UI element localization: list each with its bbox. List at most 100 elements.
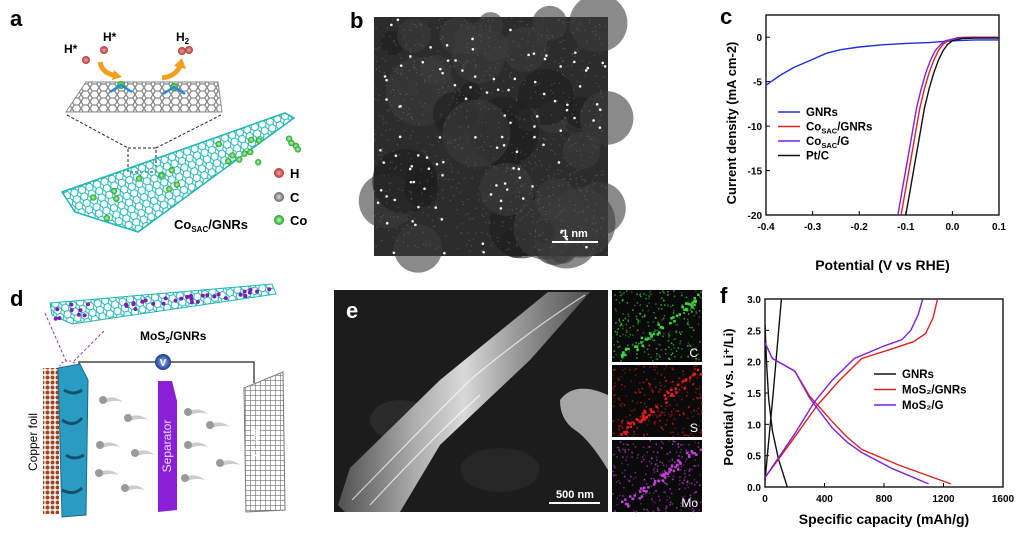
eds-fiber-signal (642, 486, 646, 490)
eds-signal (690, 307, 692, 309)
stem-noise (531, 221, 534, 223)
stem-noise (469, 218, 471, 220)
eds-signal (692, 383, 695, 385)
lithium-ion-icon (184, 408, 192, 416)
eds-signal (669, 381, 672, 384)
stem-noise (585, 187, 587, 189)
eds-signal (632, 421, 635, 423)
single-atom-dot (446, 59, 450, 62)
stem-noise (489, 184, 492, 186)
stem-noise (403, 35, 405, 37)
stem-noise (572, 53, 574, 55)
eds-signal (612, 420, 614, 422)
eds-fiber-signal (631, 497, 635, 501)
eds-signal (664, 376, 666, 379)
stem-noise (429, 244, 431, 246)
stem-noise (572, 20, 574, 22)
eds-signal (624, 317, 627, 320)
single-atom-dot (394, 154, 398, 157)
stem-noise (508, 242, 511, 244)
ion-tail (188, 409, 208, 416)
stem-noise (431, 220, 433, 222)
single-atom-dot (416, 154, 420, 157)
eds-map-label-c: C (689, 346, 698, 360)
eds-signal (647, 309, 650, 312)
eds-signal (622, 313, 624, 315)
stem-noise (517, 188, 519, 190)
eds-signal (657, 495, 660, 498)
cobalt-atom (247, 136, 255, 143)
scale-bar-label: 500 nm (556, 489, 594, 501)
eds-signal (671, 352, 674, 354)
stem-noise (530, 233, 532, 235)
stem-noise (569, 163, 571, 165)
eds-signal (690, 411, 693, 413)
stem-texture (358, 0, 634, 273)
stem-noise (586, 234, 588, 236)
eds-signal (627, 320, 630, 322)
stem-noise (416, 142, 419, 144)
stem-noise (534, 91, 537, 93)
eds-signal (617, 446, 620, 449)
cobalt-atoms (90, 135, 302, 222)
stem-noise (519, 118, 521, 120)
eds-signal (619, 324, 621, 327)
stem-noise (591, 180, 593, 183)
stem-noise (576, 81, 578, 83)
stem-noise (510, 228, 512, 230)
eds-fiber-signal (676, 383, 680, 386)
eds-signal (624, 475, 626, 478)
eds-signal (680, 502, 682, 504)
stem-noise (454, 112, 456, 115)
stem-noise (483, 141, 486, 143)
stem-noise (552, 150, 554, 152)
stem-noise (445, 235, 447, 237)
stem-noise (467, 125, 469, 127)
series-line-gnrs (765, 299, 783, 481)
stem-noise (567, 108, 569, 110)
eds-signal (672, 435, 675, 437)
eds-signal (642, 371, 645, 373)
eds-signal (632, 477, 635, 480)
eds-signal (648, 344, 651, 347)
eds-signal (652, 321, 655, 323)
stem-noise (447, 85, 449, 87)
eds-signal (660, 319, 663, 321)
eds-fiber-signal (653, 479, 657, 483)
stem-noise (574, 171, 576, 173)
stem-noise (392, 67, 395, 69)
cobalt-atom (255, 137, 263, 144)
stem-noise (584, 105, 586, 107)
mos2-particle (200, 293, 205, 298)
stem-noise (600, 217, 603, 219)
stem-noise (392, 88, 394, 91)
single-atom-dot (507, 88, 510, 92)
eds-signal (682, 370, 684, 372)
eds-signal (667, 339, 670, 342)
stem-noise (406, 93, 409, 95)
stem-noise (437, 177, 440, 179)
single-atom-dot (585, 245, 588, 249)
eds-signal (620, 322, 623, 325)
stem-noise (581, 69, 583, 72)
stem-noise (564, 75, 566, 78)
stem-contrast-region (439, 17, 477, 55)
stem-noise (580, 154, 582, 156)
stem-noise (581, 164, 583, 166)
stem-noise (374, 140, 376, 142)
stem-noise (500, 108, 502, 110)
eds-signal (667, 290, 669, 293)
stem-noise (571, 74, 574, 76)
eds-signal (658, 509, 661, 511)
eds-signal (671, 422, 674, 424)
eds-fiber-signal (647, 486, 650, 489)
eds-signal (612, 387, 614, 389)
stem-noise (595, 75, 598, 77)
eds-signal (670, 342, 673, 345)
eds-map-label-s: S (690, 421, 698, 435)
eds-signal (686, 481, 689, 484)
stem-noise (488, 30, 491, 32)
stem-noise (407, 114, 409, 116)
stem-noise (459, 137, 461, 139)
stem-noise (467, 199, 469, 201)
